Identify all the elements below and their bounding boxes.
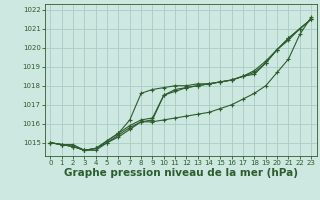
X-axis label: Graphe pression niveau de la mer (hPa): Graphe pression niveau de la mer (hPa) <box>64 168 298 178</box>
